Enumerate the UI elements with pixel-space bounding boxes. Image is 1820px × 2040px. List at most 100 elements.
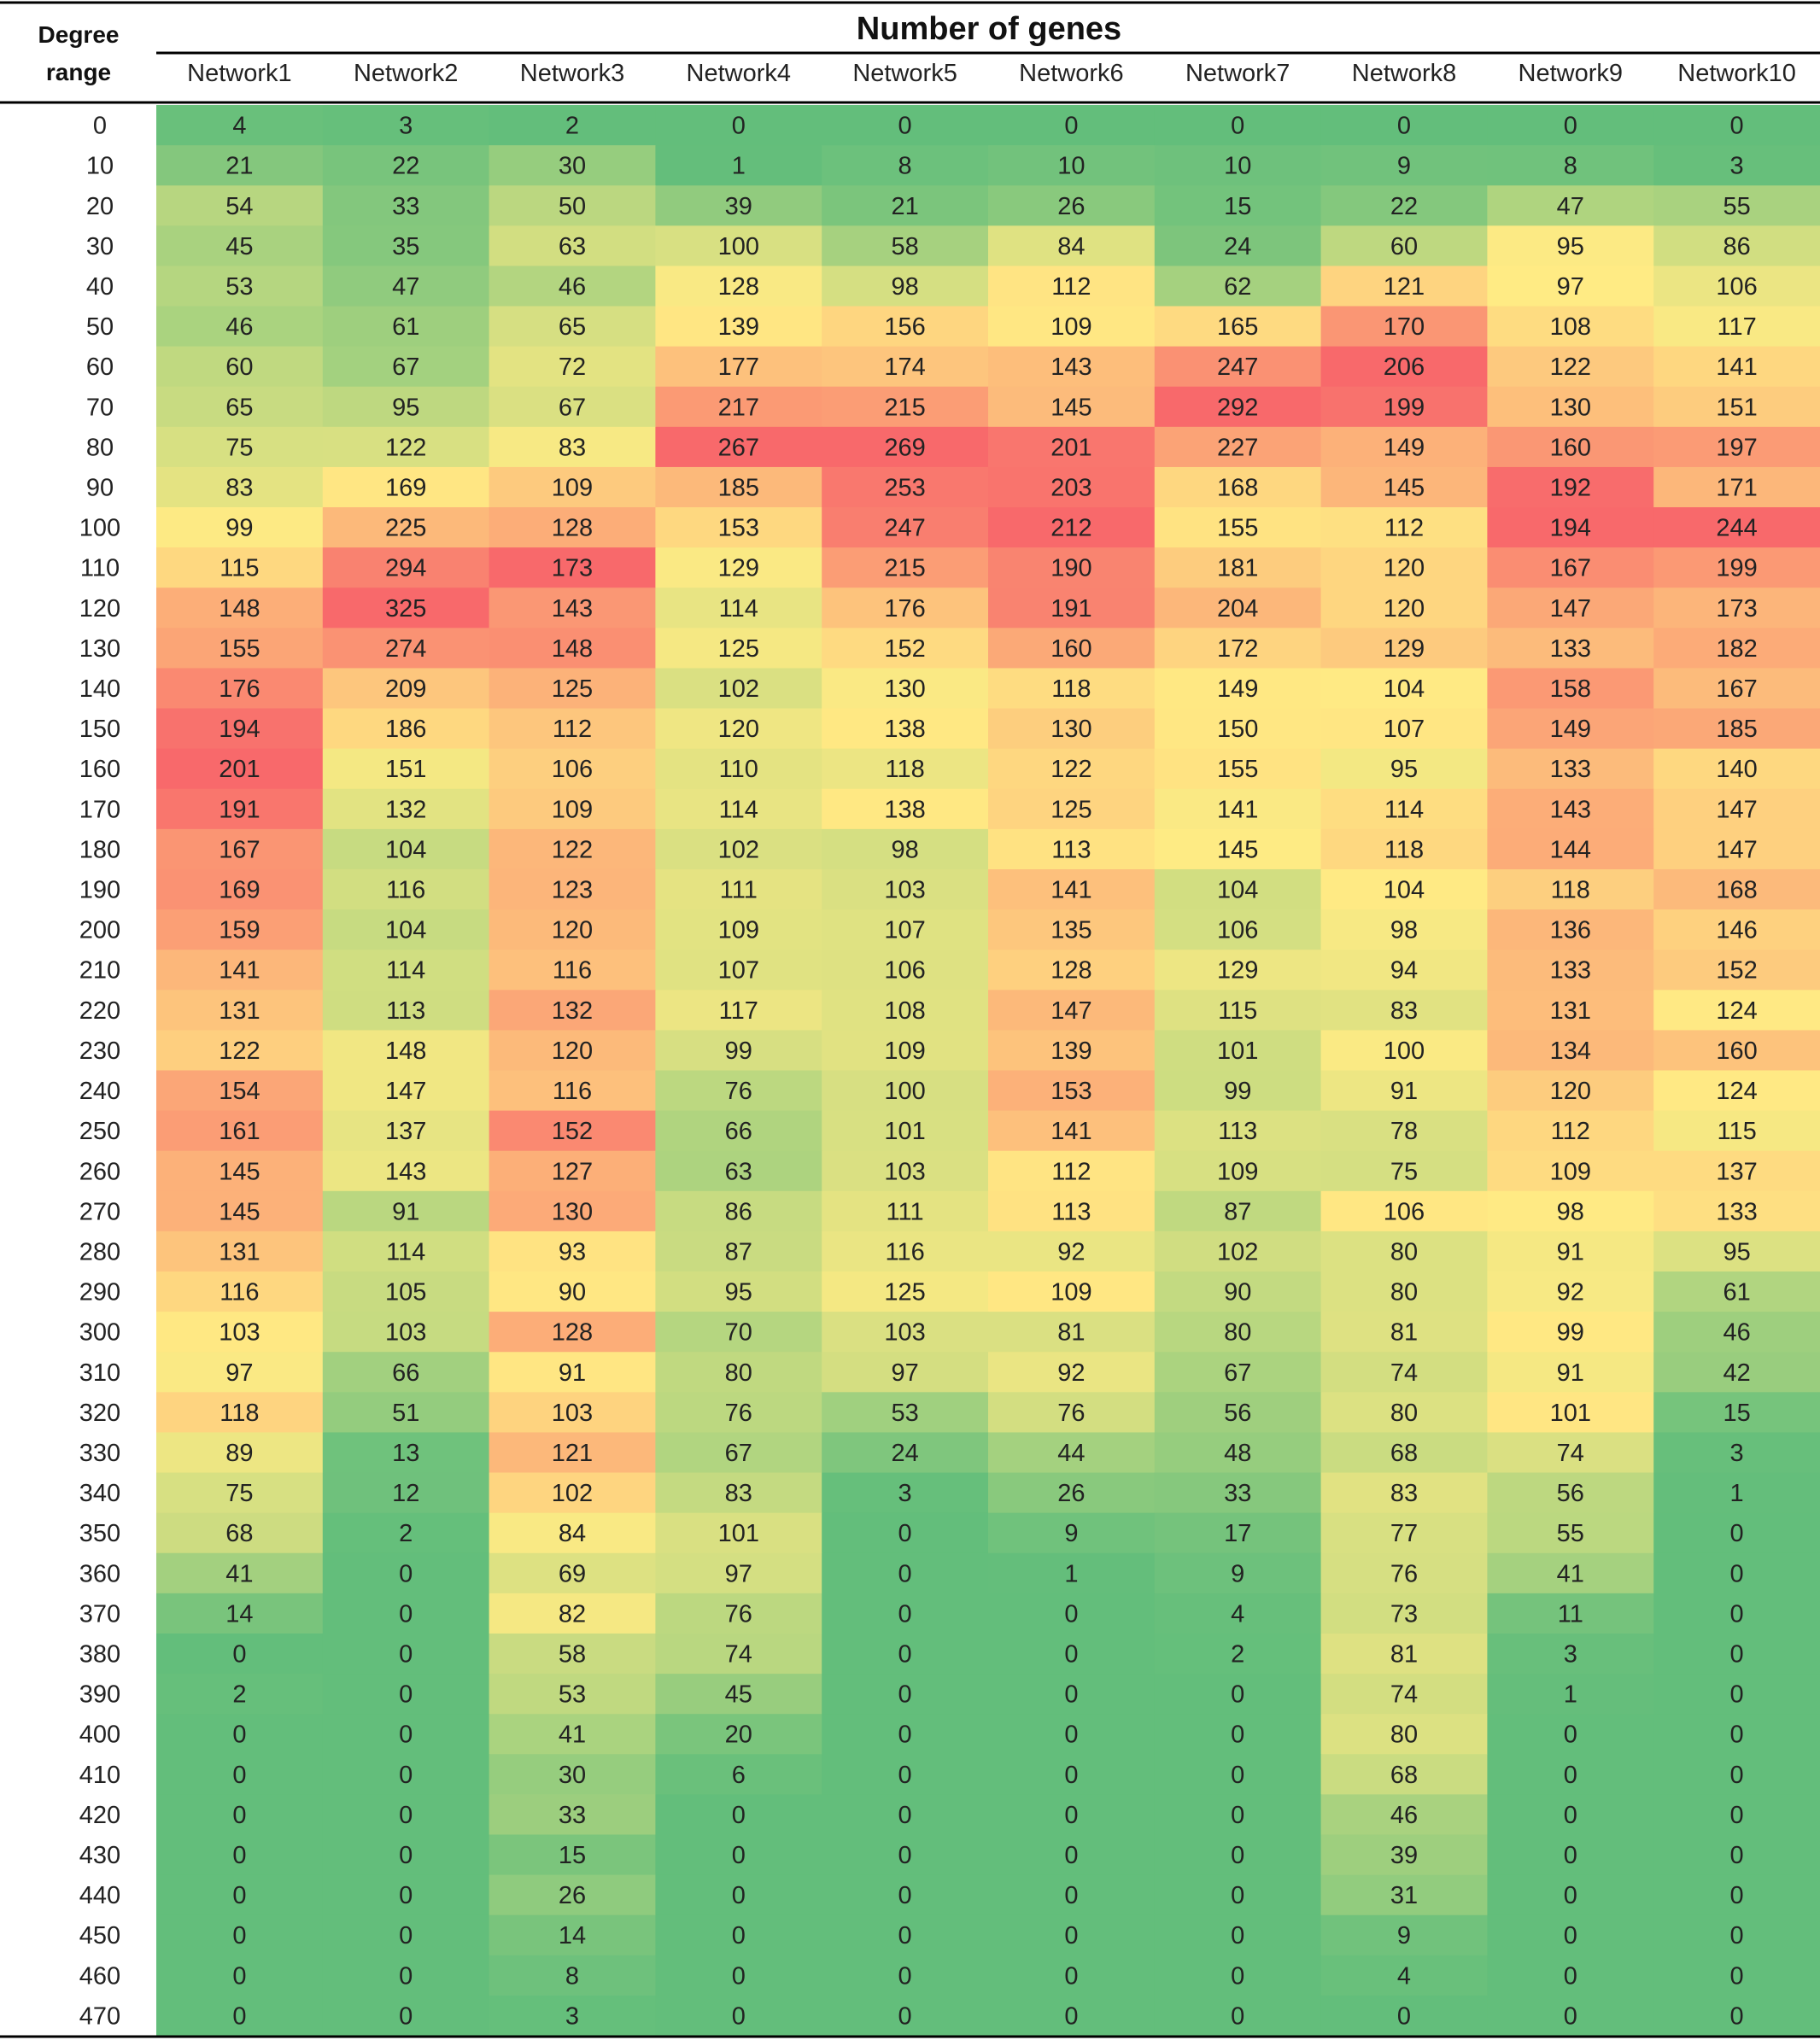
- cell-value: 26: [1057, 193, 1085, 220]
- heatmap-cell: [1320, 868, 1488, 910]
- heatmap-cell: [156, 185, 324, 226]
- heatmap-cell: [1653, 950, 1820, 991]
- col-label: Network10: [1677, 60, 1796, 87]
- cell-value: 0: [732, 1962, 746, 1990]
- heatmap-cell: [1653, 909, 1820, 950]
- cell-value: 139: [718, 313, 759, 341]
- heatmap-cell: [322, 1392, 490, 1434]
- cell-value: 155: [1217, 756, 1258, 783]
- col-label: Network6: [1019, 60, 1124, 87]
- cell-value: 61: [1723, 1279, 1750, 1306]
- heatmap-cell: [655, 1593, 822, 1634]
- heatmap-cell: [1154, 1432, 1322, 1474]
- cell-value: 0: [898, 1762, 912, 1789]
- heatmap-cell: [1487, 668, 1654, 710]
- heatmap-cell: [489, 1110, 656, 1152]
- cell-value: 0: [1730, 1641, 1744, 1669]
- cell-value: 0: [1564, 1922, 1577, 1949]
- heatmap-cell: [322, 1230, 490, 1272]
- cell-value: 143: [1550, 796, 1591, 823]
- cell-value: 125: [884, 1279, 925, 1306]
- heatmap-cell: [322, 950, 490, 991]
- cell-value: 46: [1390, 1802, 1418, 1829]
- cell-value: 161: [219, 1118, 260, 1145]
- heatmap-cell: [988, 1754, 1156, 1795]
- cell-value: 122: [385, 434, 426, 461]
- heatmap-cell: [156, 1190, 324, 1232]
- cell-value: 0: [1064, 1842, 1078, 1869]
- heatmap-cell: [988, 1874, 1156, 1916]
- heatmap-cell: [822, 828, 989, 870]
- cell-value: 201: [219, 756, 260, 783]
- cell-value: 9: [1231, 1560, 1244, 1587]
- cell-value: 101: [718, 1520, 759, 1547]
- heatmap-cell: [655, 1674, 822, 1715]
- heatmap-cell: [1487, 1190, 1654, 1232]
- heatmap-cell: [1653, 628, 1820, 669]
- heatmap-cell: [489, 828, 656, 870]
- cell-value: 103: [552, 1400, 593, 1427]
- cell-value: 0: [898, 1560, 912, 1587]
- heatmap-cell: [322, 708, 490, 750]
- heatmap-cell: [655, 1230, 822, 1272]
- cell-value: 0: [898, 1520, 912, 1547]
- heatmap-cell: [1487, 1030, 1654, 1072]
- row-label: 350: [79, 1520, 120, 1547]
- heatmap-cell: [1487, 1834, 1654, 1876]
- heatmap-cell: [1653, 1030, 1820, 1072]
- heatmap-cell: [988, 1714, 1156, 1755]
- heatmap-cell: [988, 1472, 1156, 1514]
- cell-value: 169: [385, 474, 426, 501]
- cell-value: 135: [1050, 917, 1091, 944]
- cell-value: 66: [725, 1118, 752, 1145]
- heatmap-cell: [1154, 1714, 1322, 1755]
- cell-value: 0: [1564, 1762, 1577, 1789]
- heatmap-cell: [489, 668, 656, 710]
- cell-value: 269: [884, 434, 925, 461]
- heatmap-cell: [1154, 507, 1322, 548]
- heatmap-cell: [988, 1230, 1156, 1272]
- cell-value: 0: [898, 113, 912, 140]
- heatmap-cell: [489, 1874, 656, 1916]
- cell-value: 53: [891, 1400, 918, 1427]
- cell-value: 95: [1723, 1238, 1750, 1266]
- heatmap-cell: [822, 1271, 989, 1312]
- cell-value: 0: [1231, 1721, 1244, 1749]
- heatmap-cell: [1154, 1271, 1322, 1312]
- cell-value: 21: [891, 193, 918, 220]
- cell-value: 12: [392, 1480, 419, 1507]
- heatmap-cell: [322, 1874, 490, 1916]
- heatmap-cell: [1487, 909, 1654, 950]
- heatmap-cell: [1154, 1633, 1322, 1675]
- heatmap-cell: [156, 105, 324, 146]
- cell-value: 91: [1557, 1238, 1584, 1266]
- heatmap-cell: [1653, 1150, 1820, 1192]
- heatmap-cell: [1487, 1230, 1654, 1272]
- cell-value: 115: [219, 555, 259, 582]
- heatmap-cell: [1487, 1633, 1654, 1675]
- cell-value: 176: [884, 595, 925, 623]
- heatmap-cell: [156, 1674, 324, 1715]
- cell-value: 15: [1723, 1400, 1750, 1427]
- cell-value: 0: [1730, 1520, 1744, 1547]
- cell-value: 325: [385, 595, 426, 623]
- heatmap-cell: [822, 1230, 989, 1272]
- heatmap-cell: [489, 1794, 656, 1836]
- heatmap-cell: [322, 1512, 490, 1554]
- heatmap-cell: [988, 386, 1156, 428]
- heatmap-cell: [489, 1834, 656, 1876]
- heatmap-cell: [489, 628, 656, 669]
- heatmap-cell: [822, 225, 989, 267]
- heatmap-cell: [1154, 306, 1322, 348]
- cell-value: 128: [552, 1319, 593, 1347]
- cell-value: 113: [386, 997, 425, 1025]
- cell-value: 0: [399, 1842, 413, 1869]
- cell-value: 0: [399, 1721, 413, 1749]
- heatmap-cell: [655, 466, 822, 508]
- heatmap-cell: [988, 1312, 1156, 1353]
- cell-value: 267: [718, 434, 759, 461]
- cell-value: 145: [219, 1158, 260, 1185]
- cell-value: 84: [559, 1520, 586, 1547]
- heatmap-cell: [1320, 507, 1488, 548]
- heatmap-cell: [156, 386, 324, 428]
